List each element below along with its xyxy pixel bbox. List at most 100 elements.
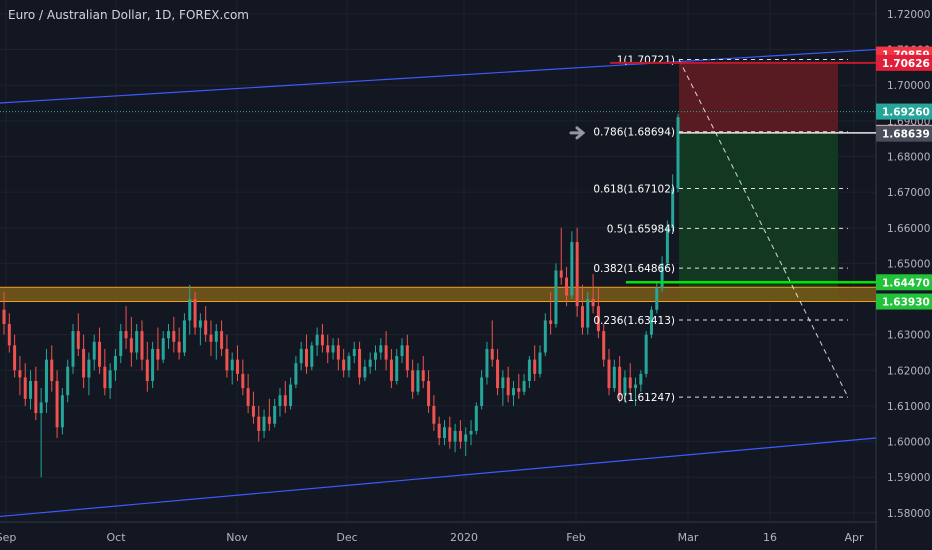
candle-body [135,331,139,353]
candle-body [246,388,250,406]
candle-body [29,381,33,399]
arrow-right-icon [569,126,586,140]
candle-body [44,359,48,403]
candle-body [50,359,54,382]
candle-body [405,345,409,371]
candle-body [363,366,367,378]
candle-body [411,370,415,392]
candle-body [129,338,133,353]
candle-body [172,331,176,342]
candle-body [198,320,202,328]
fib-level-label: 0.382(1.64866) [593,263,675,275]
candle-body [267,416,271,424]
candle-body [453,430,457,442]
candle-body [66,366,70,396]
candle-body [320,334,324,346]
candle-body [448,427,452,442]
y-tick-label: 1.67000 [887,187,930,199]
candle-body [92,341,96,360]
candle-body [7,323,11,346]
candle-body [326,345,330,353]
candle-body [342,359,346,371]
x-tick-label: Apr [844,531,864,544]
candle-body [480,377,484,406]
candle-body [299,348,303,364]
take-profit-zone [679,132,838,302]
fib-level-label: 0.786(1.68694) [593,127,675,139]
candle-body [182,320,186,353]
candle-body [607,359,611,389]
candle-body [193,299,197,328]
candle-body [161,338,165,360]
price-label-box [876,293,932,310]
x-tick-label: Mar [678,531,699,544]
candle-body [474,405,478,431]
y-tick-label: 1.63000 [887,330,930,342]
candle-body [496,359,500,389]
candle-body [458,430,462,442]
price-label: 1.69260 [882,107,930,119]
candle-body [565,277,569,296]
candle-body [618,366,622,396]
candle-body [442,427,446,439]
candle-body [506,377,510,396]
candle-body [331,345,335,353]
candle-body [113,356,117,371]
candle-body [82,348,86,378]
fib-level-label: 0.5(1.65984) [607,223,675,235]
candle-body [416,370,420,392]
candle-body [124,331,128,339]
fib-level-label: 1(1.70721) [617,54,675,66]
candle-body [373,352,377,360]
candle-body [55,381,59,428]
candle-body [522,381,526,392]
candle-body [501,377,505,389]
candle-body [384,345,388,360]
candle-body [639,373,643,385]
x-tick-label: 16 [763,531,777,544]
candle-body [225,348,229,371]
candle-body [273,405,277,424]
candle-body [511,388,515,396]
y-tick-label: 1.72000 [887,9,930,21]
price-label: 1.70626 [882,58,930,70]
candle-body [283,395,287,406]
candle-body [76,331,80,349]
candle-body [156,348,160,360]
candle-body [140,331,144,360]
candle-body [257,416,261,431]
stop-loss-zone [679,62,838,133]
candle-body [368,359,372,367]
candle-body [230,359,234,371]
channel-lower-line [0,437,877,518]
candle-body [352,348,356,357]
candle-body [570,242,574,296]
candle-body [421,370,425,382]
candle-body [167,331,171,339]
candle-body [628,377,632,389]
candle-body [596,306,600,332]
candle-body [34,381,38,414]
candle-body [527,359,531,382]
candle-body [39,402,43,414]
candle-body [644,334,648,374]
candle-body [336,345,340,360]
x-tick-label: Sep [0,531,16,544]
candle-body [575,242,579,307]
candle-body [236,359,240,374]
candle-body [262,416,266,431]
candle-body [23,377,27,399]
candle-body [278,395,282,406]
candle-body [289,384,293,406]
price-label: 1.63930 [882,297,930,309]
candle-body [214,331,218,342]
candle-body [634,384,638,389]
y-tick-label: 1.58000 [887,508,930,520]
candle-body [559,270,563,278]
candle-body [389,359,393,382]
candle-body [660,263,664,289]
candle-body [220,331,224,349]
candle-body [209,334,213,342]
candle-body [490,348,494,360]
